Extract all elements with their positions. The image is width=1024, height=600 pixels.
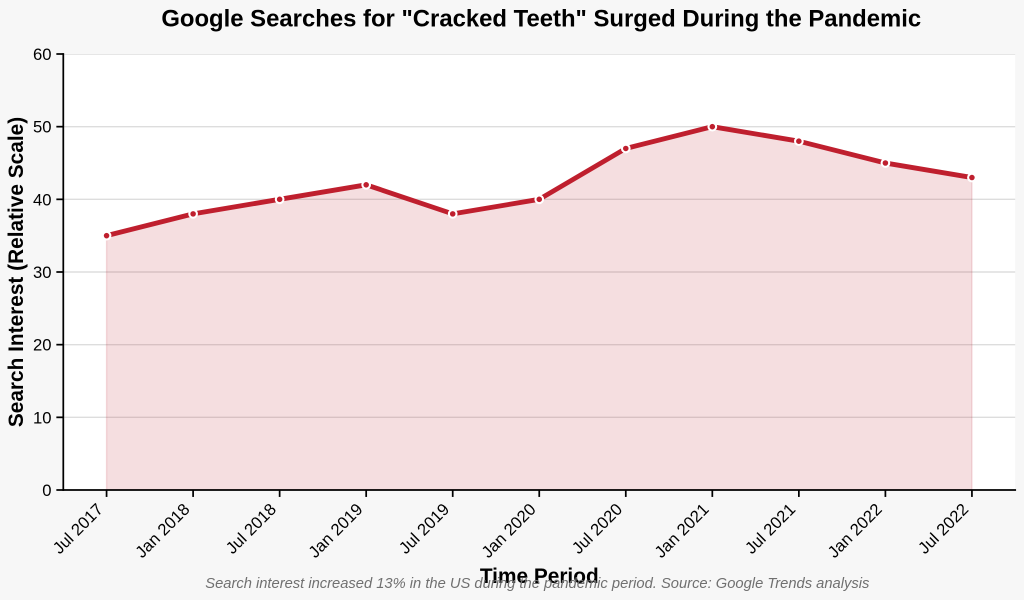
svg-text:Time Period: Time Period — [480, 565, 599, 588]
svg-text:50: 50 — [33, 118, 52, 137]
svg-text:10: 10 — [33, 408, 52, 427]
svg-text:0: 0 — [42, 481, 51, 500]
svg-text:40: 40 — [33, 190, 52, 209]
svg-text:Search Interest (Relative Scal: Search Interest (Relative Scale) — [5, 117, 28, 427]
svg-text:Google Searches for "Cracked T: Google Searches for "Cracked Teeth" Surg… — [161, 6, 921, 33]
svg-text:60: 60 — [33, 45, 52, 64]
svg-text:30: 30 — [33, 263, 52, 282]
svg-text:20: 20 — [33, 336, 52, 355]
svg-text:Search interest increased 13%: Search interest increased 13% in the US … — [205, 576, 870, 592]
